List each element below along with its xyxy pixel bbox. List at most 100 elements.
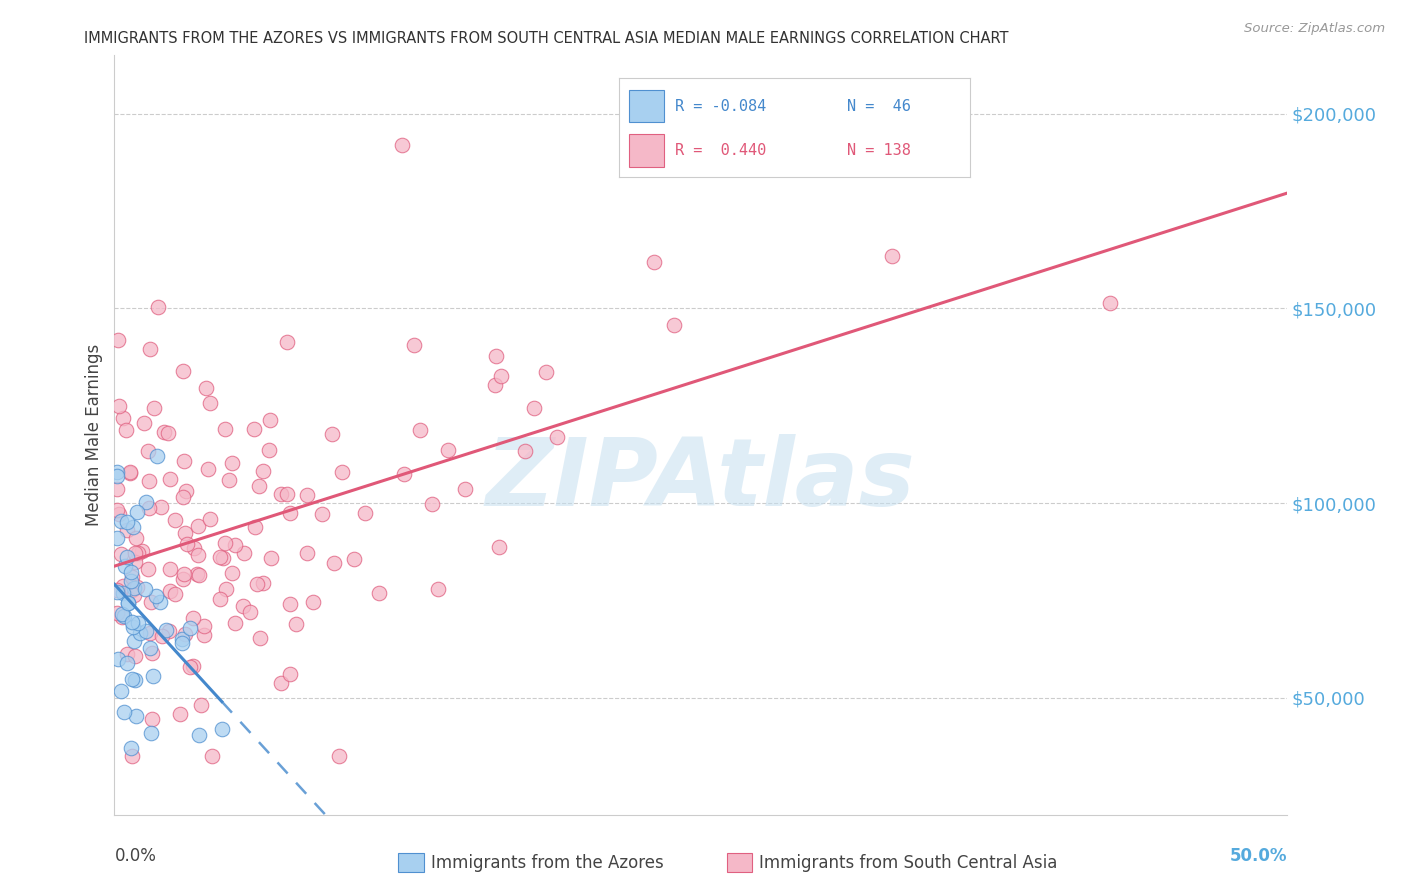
Point: [156, 426, 179, 441]
Point: [197, 461, 219, 475]
Point: [242, 422, 264, 436]
Point: [311, 508, 333, 522]
Point: [276, 334, 298, 349]
Point: [157, 624, 180, 639]
Point: [301, 594, 323, 608]
Point: [643, 255, 665, 269]
Point: [141, 712, 163, 726]
Point: [149, 595, 172, 609]
Point: [437, 443, 460, 458]
Point: [454, 482, 477, 496]
Point: [135, 624, 157, 638]
Point: [173, 454, 195, 468]
Point: [112, 411, 135, 425]
Point: [122, 620, 145, 634]
Point: [112, 585, 135, 599]
Point: [276, 487, 298, 501]
Point: [138, 562, 160, 576]
Point: [221, 566, 243, 580]
Point: [278, 597, 301, 611]
Point: [179, 621, 201, 635]
Point: [108, 507, 131, 521]
Point: [120, 466, 142, 480]
Point: [105, 585, 128, 599]
Point: [124, 649, 146, 664]
Point: [368, 586, 391, 600]
Text: 0.0%: 0.0%: [114, 847, 156, 865]
Point: [260, 550, 283, 565]
Point: [249, 631, 271, 645]
Text: Immigrants from the Azores: Immigrants from the Azores: [430, 854, 664, 871]
Point: [115, 647, 138, 661]
Point: [111, 579, 134, 593]
Point: [187, 567, 209, 582]
Point: [159, 472, 181, 486]
Point: [176, 537, 198, 551]
Point: [172, 572, 194, 586]
Point: [186, 567, 208, 582]
Point: [172, 490, 194, 504]
Text: Immigrants from South Central Asia: Immigrants from South Central Asia: [759, 854, 1057, 871]
Point: [107, 652, 129, 666]
Point: [142, 401, 165, 416]
Point: [224, 615, 246, 630]
Point: [138, 475, 160, 489]
Point: [239, 605, 262, 619]
Point: [183, 541, 205, 555]
Point: [110, 684, 132, 698]
Point: [427, 582, 450, 597]
Point: [121, 519, 143, 533]
Point: [105, 469, 128, 483]
Point: [270, 676, 292, 690]
Point: [409, 423, 432, 437]
Point: [252, 576, 274, 591]
Point: [181, 611, 204, 625]
Point: [105, 482, 128, 496]
Point: [247, 479, 270, 493]
Point: [354, 506, 377, 520]
Text: ZIPAtlas: ZIPAtlas: [486, 434, 915, 526]
Point: [208, 591, 231, 606]
Point: [343, 551, 366, 566]
Point: [179, 659, 201, 673]
Point: [138, 501, 160, 516]
Point: [121, 583, 143, 598]
Point: [105, 531, 128, 545]
Point: [488, 540, 510, 554]
Point: [139, 343, 162, 357]
Point: [127, 546, 149, 560]
Point: [198, 512, 221, 526]
Point: [122, 582, 145, 596]
Point: [111, 609, 134, 624]
Point: [120, 565, 142, 579]
Point: [284, 617, 307, 632]
Text: 50.0%: 50.0%: [1229, 847, 1286, 865]
Point: [120, 741, 142, 756]
Point: [110, 547, 132, 561]
Point: [259, 413, 281, 427]
Point: [252, 464, 274, 478]
Point: [136, 443, 159, 458]
Point: [489, 368, 512, 383]
Point: [214, 536, 236, 550]
Point: [121, 672, 143, 686]
Point: [114, 423, 136, 437]
Point: [224, 538, 246, 552]
Y-axis label: Median Male Earnings: Median Male Earnings: [86, 343, 103, 526]
Point: [124, 673, 146, 688]
Point: [107, 333, 129, 347]
Point: [278, 667, 301, 681]
Point: [245, 520, 267, 534]
Point: [278, 506, 301, 520]
Point: [105, 503, 128, 517]
Point: [117, 596, 139, 610]
Point: [187, 729, 209, 743]
Point: [131, 543, 153, 558]
Point: [141, 595, 163, 609]
Point: [134, 416, 156, 430]
Point: [121, 615, 143, 629]
Point: [880, 249, 903, 263]
Point: [297, 546, 319, 560]
Point: [146, 450, 169, 464]
Point: [212, 551, 235, 566]
